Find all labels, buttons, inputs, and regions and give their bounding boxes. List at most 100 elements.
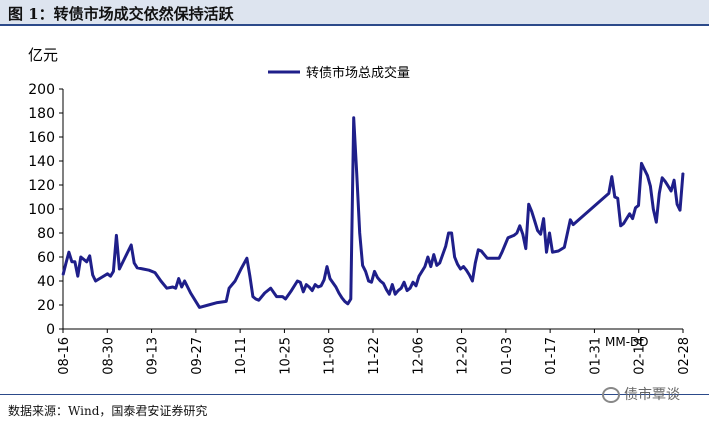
data-point xyxy=(305,283,308,286)
data-point xyxy=(373,270,376,273)
data-point xyxy=(527,203,530,205)
data-point xyxy=(85,261,88,263)
y-tick-label: 200 xyxy=(28,82,55,98)
data-point xyxy=(249,275,251,278)
data-point xyxy=(456,263,459,266)
data-point xyxy=(679,209,681,211)
data-point xyxy=(370,281,373,284)
x-tick-label: 08-16 xyxy=(57,337,72,375)
data-point xyxy=(670,190,672,192)
data-point xyxy=(246,257,248,260)
data-point xyxy=(513,234,515,237)
data-point xyxy=(619,225,622,227)
data-point xyxy=(284,298,287,300)
data-point xyxy=(634,207,637,209)
data-point xyxy=(406,289,408,292)
y-tick-label: 20 xyxy=(37,298,55,314)
data-point xyxy=(341,297,343,299)
x-axis-label: MM-DD xyxy=(605,335,649,349)
data-point xyxy=(88,255,91,257)
data-point xyxy=(355,172,358,174)
data-point xyxy=(637,204,640,207)
data-point xyxy=(433,253,435,256)
data-point xyxy=(352,117,355,119)
data-point xyxy=(676,203,678,205)
data-point xyxy=(154,271,156,274)
data-point xyxy=(394,293,397,296)
x-tick-label: 10-25 xyxy=(278,337,293,375)
data-point xyxy=(350,298,352,300)
data-point xyxy=(616,197,619,199)
data-point xyxy=(415,285,417,287)
data-point xyxy=(504,244,506,246)
data-point xyxy=(367,280,370,282)
data-point xyxy=(438,262,441,264)
data-point xyxy=(522,233,524,235)
y-tick-label: 140 xyxy=(28,154,55,170)
data-point xyxy=(347,303,349,305)
data-point xyxy=(94,280,97,282)
data-point xyxy=(136,267,138,269)
y-tick-label: 160 xyxy=(28,130,55,146)
data-point xyxy=(465,269,468,272)
data-point xyxy=(77,275,79,278)
y-tick-label: 180 xyxy=(28,106,55,122)
data-point xyxy=(427,256,429,258)
data-point xyxy=(83,258,85,261)
watermark: 债市覃谈 xyxy=(602,384,680,404)
data-point xyxy=(160,280,162,282)
data-point xyxy=(409,287,411,290)
x-tick-label: 02-14 xyxy=(633,337,648,375)
data-point xyxy=(492,257,494,260)
x-tick-label: 02-28 xyxy=(677,337,692,375)
data-point xyxy=(542,217,545,220)
data-point xyxy=(412,281,414,284)
data-point xyxy=(335,286,337,288)
data-point xyxy=(548,232,551,234)
data-point xyxy=(130,244,132,246)
data-point xyxy=(183,280,186,282)
data-point xyxy=(418,275,420,278)
data-point xyxy=(106,273,109,275)
data-point xyxy=(539,233,542,235)
data-point xyxy=(519,225,521,227)
data-point xyxy=(112,270,115,273)
x-tick-label: 11-22 xyxy=(367,337,382,375)
x-tick-label: 01-31 xyxy=(588,337,603,375)
data-point xyxy=(643,168,646,171)
data-point xyxy=(74,261,76,263)
data-point xyxy=(118,268,121,270)
data-point xyxy=(569,219,572,221)
data-point xyxy=(430,265,432,268)
data-point xyxy=(317,286,319,288)
data-point xyxy=(551,251,554,253)
data-point xyxy=(174,287,177,290)
data-point xyxy=(364,270,367,273)
data-point xyxy=(507,237,509,239)
data-point xyxy=(344,300,346,303)
data-point xyxy=(311,289,314,292)
y-tick-label: 120 xyxy=(28,178,55,194)
data-point xyxy=(338,292,340,294)
data-point xyxy=(296,280,299,282)
data-point xyxy=(536,229,539,232)
data-point xyxy=(133,262,135,264)
data-point xyxy=(376,276,379,279)
data-point xyxy=(471,280,474,282)
data-point xyxy=(628,213,631,215)
data-point xyxy=(142,268,144,270)
data-point xyxy=(468,274,471,276)
data-point xyxy=(269,287,272,290)
line-chart: 0 20 40 60 80 100 120 140 160 180 200 08-16 08-30 09-… xyxy=(28,46,692,375)
data-point xyxy=(189,292,192,294)
data-point xyxy=(611,175,613,178)
data-point xyxy=(459,268,462,270)
data-point xyxy=(329,277,331,280)
y-tick-label: 80 xyxy=(37,226,55,242)
data-point xyxy=(382,282,385,285)
data-point xyxy=(658,192,661,195)
chart-marks xyxy=(61,116,685,309)
data-point xyxy=(545,251,548,253)
data-point xyxy=(441,253,444,256)
data-point xyxy=(228,287,230,290)
